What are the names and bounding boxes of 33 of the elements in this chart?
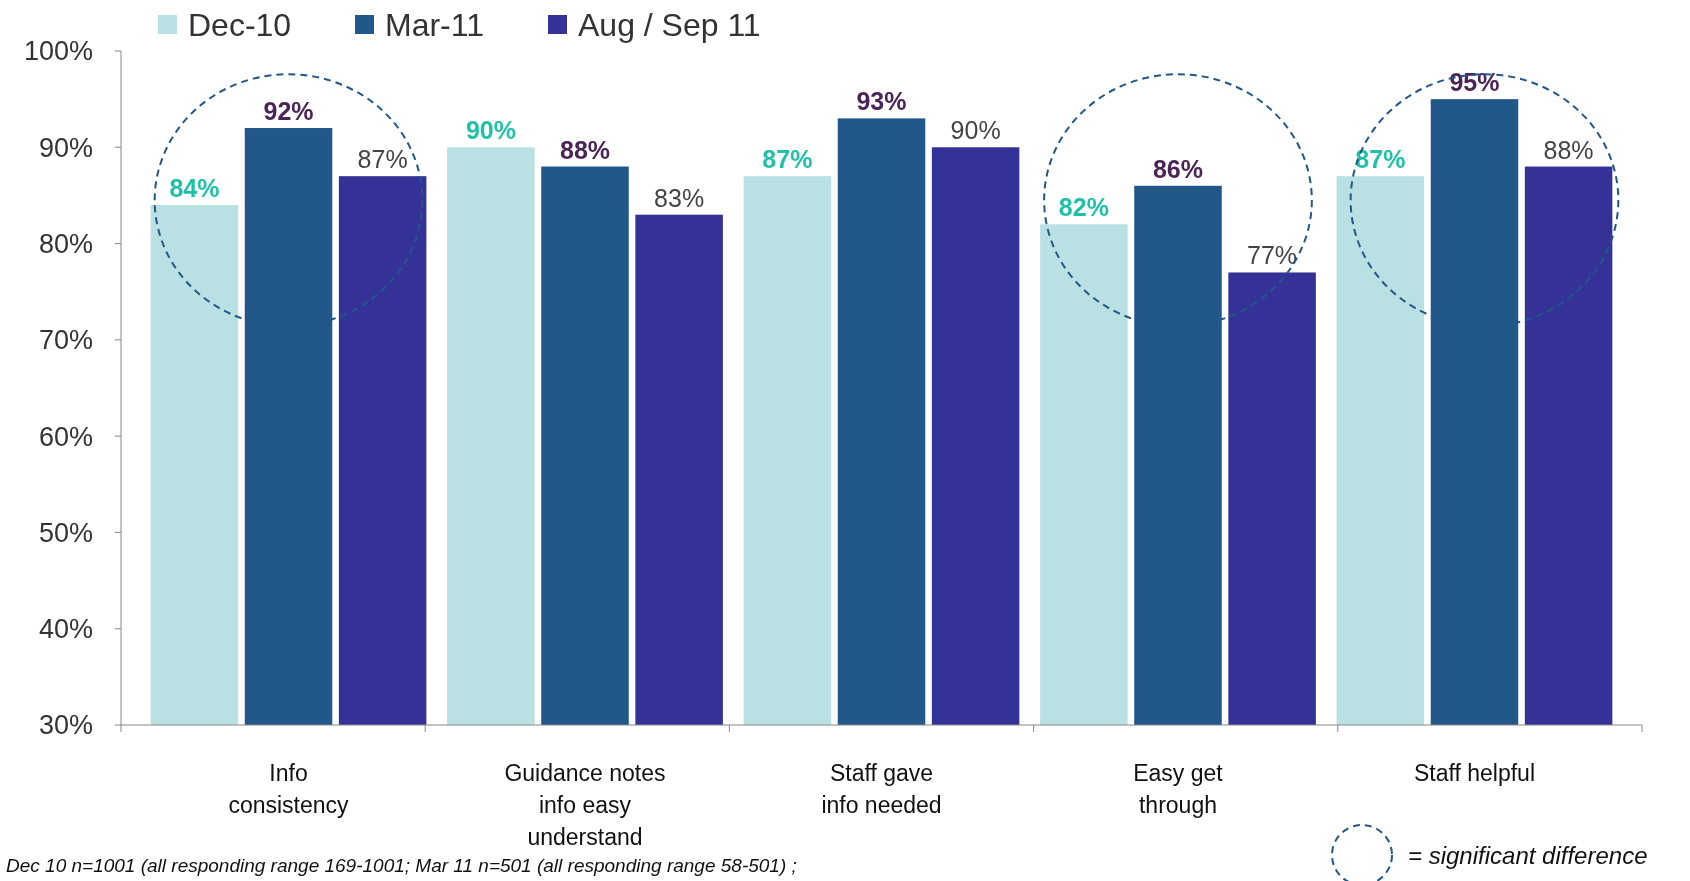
data-label: 90% — [950, 116, 1001, 145]
y-tick-label: 80% — [38, 229, 93, 260]
data-label: 82% — [1058, 193, 1109, 222]
data-label: 88% — [1543, 135, 1594, 164]
x-tick-label: Guidance notes info easy understand — [504, 760, 666, 850]
y-tick-label: 60% — [38, 421, 93, 452]
data-label: 84% — [169, 174, 220, 203]
x-tick-label: Info consistency — [228, 760, 350, 818]
x-tick-label: Staff gave info needed — [821, 760, 942, 818]
text: = significant difference — [1408, 842, 1648, 870]
y-tick-label: 100% — [23, 36, 93, 67]
data-label: 93% — [856, 87, 907, 116]
data-label: 90% — [465, 116, 516, 145]
x-tick-label: Easy get through — [1133, 760, 1224, 818]
text: Dec 10 n=1001 (all responding range 169-1001; Mar 11 n=501 (all responding range 58-501) ; — [6, 855, 797, 876]
data-label: 92% — [263, 97, 314, 126]
data-label: 83% — [654, 183, 705, 212]
data-label: 86% — [1152, 154, 1204, 183]
data-label: 87% — [357, 145, 408, 174]
data-label: 87% — [762, 145, 813, 174]
data-label: 88% — [559, 135, 611, 164]
y-tick-label: 30% — [38, 710, 93, 741]
x-tick-label: Staff helpful — [1413, 760, 1536, 786]
legend-label: Aug / Sep 11 — [578, 7, 761, 44]
y-tick-label: 40% — [38, 614, 93, 645]
y-tick-label: 50% — [38, 517, 93, 548]
legend-label: Dec-10 — [188, 7, 292, 44]
data-label: 77% — [1247, 241, 1298, 270]
data-label: 95% — [1449, 68, 1500, 97]
legend-label: Mar-11 — [385, 7, 484, 44]
y-tick-label: 90% — [38, 132, 93, 163]
y-tick-label: 70% — [38, 325, 93, 356]
data-label: 87% — [1355, 145, 1406, 174]
